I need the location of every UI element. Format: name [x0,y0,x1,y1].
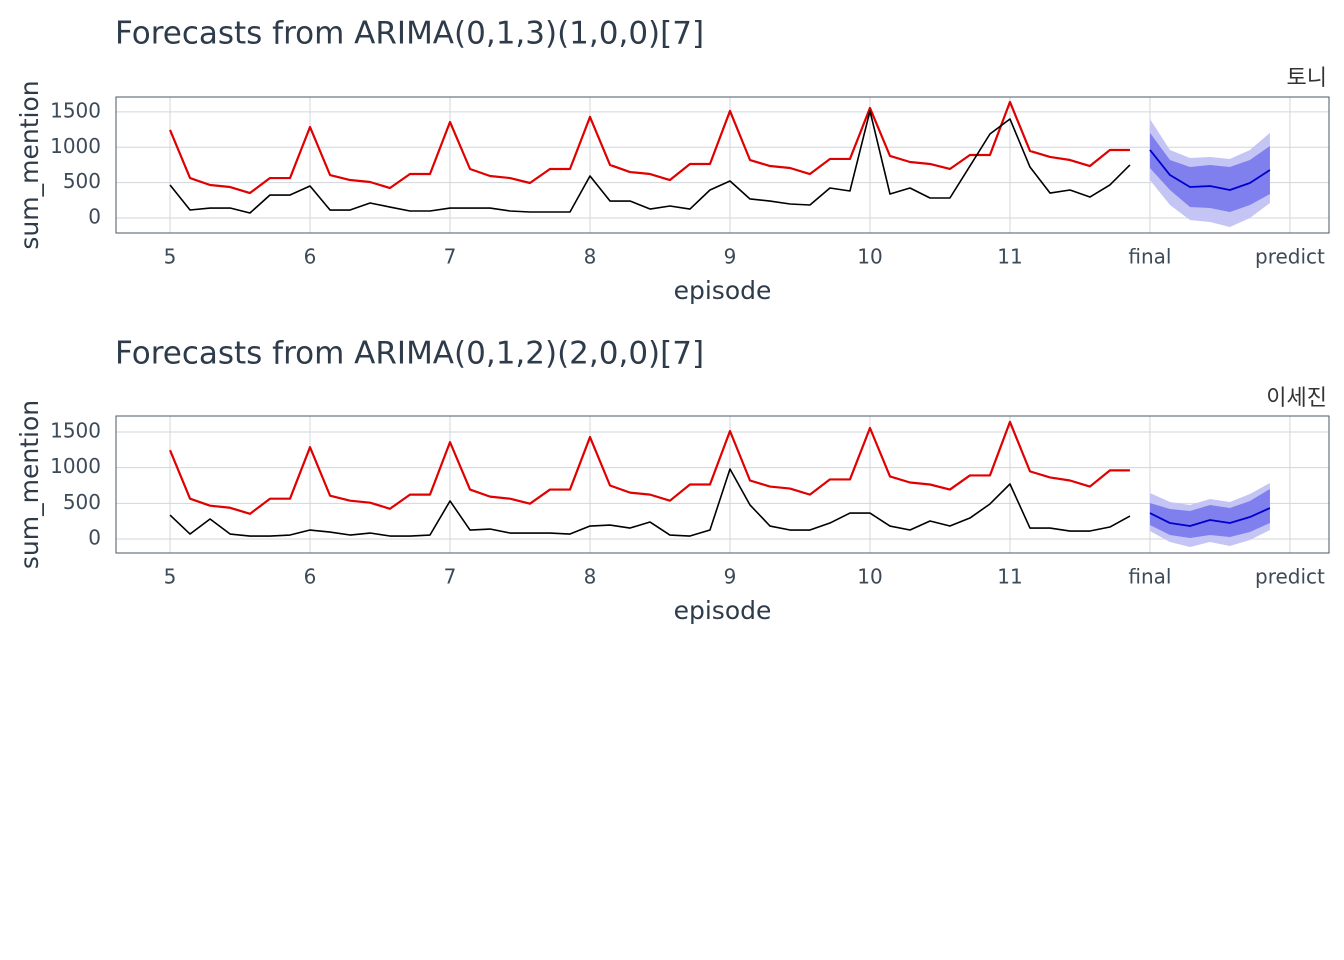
chart-title: Forecasts from ARIMA(0,1,3)(1,0,0)[7] [115,16,704,52]
x-tick-label: 9 [724,565,737,589]
y-axis-title: sum_mention [15,400,44,569]
x-tick-label: final [1128,565,1171,589]
x-tick-label: 11 [997,565,1022,589]
chart: Forecasts from ARIMA(0,1,3)(1,0,0)[7] 토니 s… [15,16,1330,305]
x-axis-title: episode [674,276,772,305]
x-axis-title: episode [674,596,772,625]
y-tick-label: 0 [88,205,101,229]
series-line [169,100,1130,195]
series-line [169,420,1130,515]
x-tick-label: 9 [724,245,737,269]
y-tick-label: 1000 [50,134,101,158]
y-tick-label: 1500 [50,418,101,442]
facet-label: 토니 [1287,66,1327,91]
x-tick-label: 10 [857,245,882,269]
x-tick-label: predict [1255,245,1325,269]
chart: Forecasts from ARIMA(0,1,2)(2,0,0)[7] 이세진… [15,336,1330,625]
x-tick-label: predict [1255,565,1325,589]
x-tick-label: 8 [584,245,597,269]
forecast-band [1149,488,1270,539]
x-tick-label: 5 [164,565,177,589]
panel-border [115,96,1330,234]
y-tick-label: 500 [63,169,101,193]
series-line [169,110,1131,214]
x-tick-label: 5 [164,245,177,269]
x-tick-label: 10 [857,565,882,589]
forecast-band [1149,132,1270,212]
x-tick-label: 6 [304,245,317,269]
y-tick-label: 1000 [50,454,101,478]
x-tick-label: 11 [997,245,1022,269]
x-tick-label: 7 [444,565,457,589]
forecast-line [1149,149,1271,191]
series-line [169,468,1131,537]
y-tick-label: 0 [88,526,101,550]
y-tick-label: 1500 [50,98,101,122]
facet-label: 이세진 [1266,386,1327,411]
x-tick-label: 7 [444,245,457,269]
x-tick-label: 8 [584,565,597,589]
panel-border [115,415,1330,554]
forecast-line [1149,507,1271,527]
y-axis-title: sum_mention [15,80,44,249]
x-tick-label: final [1128,245,1171,269]
y-tick-label: 500 [63,490,101,514]
x-tick-label: 6 [304,565,317,589]
chart-title: Forecasts from ARIMA(0,1,2)(2,0,0)[7] [115,336,704,372]
